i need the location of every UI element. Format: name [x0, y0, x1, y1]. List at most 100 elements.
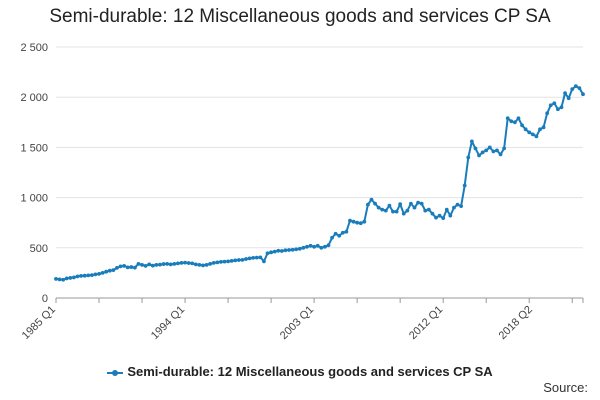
data-point[interactable] [161, 262, 166, 266]
data-point[interactable] [444, 207, 449, 212]
data-point[interactable] [226, 259, 230, 264]
data-point[interactable] [326, 243, 331, 248]
data-point[interactable] [222, 259, 227, 264]
data-point[interactable] [251, 255, 256, 260]
data-point[interactable] [405, 208, 410, 213]
data-point[interactable] [330, 235, 334, 240]
data-point[interactable] [107, 268, 112, 273]
data-point[interactable] [573, 84, 578, 89]
data-point[interactable] [186, 261, 191, 265]
data-point[interactable] [473, 146, 478, 151]
data-point[interactable] [577, 86, 582, 91]
data-point[interactable] [150, 263, 155, 268]
data-point[interactable] [190, 261, 195, 266]
data-point[interactable] [426, 207, 431, 212]
data-point[interactable] [487, 145, 492, 150]
data-point[interactable] [455, 202, 460, 207]
data-point[interactable] [140, 262, 144, 267]
data-point[interactable] [97, 272, 101, 276]
data-point[interactable] [319, 245, 324, 250]
data-point[interactable] [72, 275, 76, 280]
data-point[interactable] [54, 277, 58, 281]
data-point[interactable] [448, 213, 453, 218]
data-point[interactable] [538, 127, 542, 132]
data-point[interactable] [480, 150, 485, 155]
data-point[interactable] [520, 123, 524, 128]
data-point[interactable] [534, 134, 539, 139]
data-point[interactable] [548, 103, 553, 108]
data-point[interactable] [158, 262, 162, 267]
data-point[interactable] [462, 183, 467, 188]
data-point[interactable] [477, 153, 481, 158]
data-point[interactable] [219, 259, 223, 264]
data-point[interactable] [211, 260, 216, 265]
data-point[interactable] [409, 201, 413, 206]
data-point[interactable] [132, 265, 137, 270]
data-point[interactable] [86, 273, 91, 278]
data-point[interactable] [394, 209, 399, 214]
data-point[interactable] [376, 205, 381, 210]
data-point[interactable] [262, 259, 266, 264]
data-point[interactable] [89, 273, 94, 278]
data-point[interactable] [301, 245, 306, 250]
data-point[interactable] [322, 244, 327, 249]
data-point[interactable] [258, 255, 263, 260]
data-point[interactable] [82, 273, 87, 278]
data-point[interactable] [143, 263, 148, 268]
data-point[interactable] [469, 139, 474, 144]
data-point[interactable] [416, 200, 420, 205]
data-point[interactable] [129, 265, 134, 269]
data-point[interactable] [254, 255, 259, 260]
data-point[interactable] [118, 264, 123, 269]
data-point[interactable] [122, 263, 127, 268]
data-point[interactable] [419, 201, 424, 206]
data-point[interactable] [75, 274, 80, 279]
data-point[interactable] [168, 262, 173, 267]
data-point[interactable] [104, 269, 109, 274]
data-point[interactable] [365, 202, 370, 207]
data-point[interactable] [355, 220, 360, 225]
data-point[interactable] [183, 260, 187, 265]
data-point[interactable] [197, 262, 202, 267]
data-point[interactable] [566, 96, 571, 101]
data-point[interactable] [541, 125, 546, 130]
data-point[interactable] [527, 130, 532, 135]
data-point[interactable] [305, 244, 309, 249]
data-point[interactable] [452, 205, 456, 210]
data-point[interactable] [495, 148, 499, 153]
data-point[interactable] [236, 258, 241, 262]
data-point[interactable] [308, 243, 313, 248]
data-point[interactable] [348, 218, 352, 223]
data-point[interactable] [398, 202, 403, 207]
data-point[interactable] [430, 211, 435, 216]
legend[interactable]: Semi-durable: 12 Miscellaneous goods and… [0, 364, 600, 379]
data-point[interactable] [512, 120, 517, 125]
data-point[interactable] [244, 257, 248, 261]
data-point[interactable] [484, 148, 489, 153]
data-point[interactable] [344, 229, 349, 234]
data-point[interactable] [337, 233, 342, 238]
data-point[interactable] [523, 127, 528, 132]
data-point[interactable] [509, 119, 514, 124]
data-point[interactable] [93, 272, 98, 277]
data-point[interactable] [215, 260, 220, 265]
data-point[interactable] [434, 215, 438, 220]
data-point[interactable] [570, 87, 575, 92]
data-point[interactable] [581, 92, 585, 97]
data-point[interactable] [545, 111, 550, 116]
data-point[interactable] [505, 116, 510, 121]
data-point[interactable] [383, 208, 388, 213]
data-point[interactable] [272, 249, 277, 254]
data-point[interactable] [154, 262, 159, 267]
data-point[interactable] [401, 211, 406, 216]
data-point[interactable] [556, 107, 560, 112]
data-point[interactable] [559, 105, 564, 110]
data-point[interactable] [147, 262, 152, 267]
data-point[interactable] [340, 230, 345, 235]
data-point[interactable] [312, 244, 317, 249]
data-point[interactable] [563, 91, 567, 96]
data-point[interactable] [369, 197, 374, 202]
data-point[interactable] [287, 248, 291, 252]
data-point[interactable] [290, 247, 295, 252]
data-point[interactable] [441, 216, 446, 221]
